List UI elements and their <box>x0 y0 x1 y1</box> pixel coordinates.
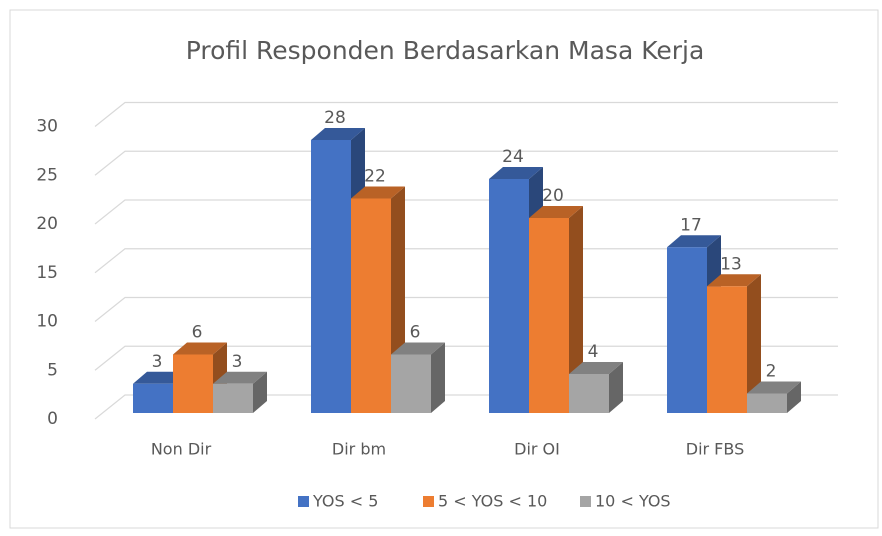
data-label: 20 <box>542 186 564 206</box>
chart-title: Profil Responden Berdasarkan Masa Kerja <box>186 36 705 65</box>
bar-top <box>173 342 227 355</box>
bar <box>213 371 267 413</box>
data-label: 6 <box>410 323 421 343</box>
bar-front <box>133 383 173 413</box>
legend-label: 5 < YOS < 10 <box>438 492 547 511</box>
bar-top <box>747 381 801 394</box>
data-label: 6 <box>192 323 203 343</box>
bar-top <box>707 274 761 287</box>
bar-front <box>569 374 609 413</box>
bar <box>569 362 623 413</box>
grid-line <box>94 199 838 225</box>
bar <box>747 381 801 413</box>
legend-swatch <box>580 496 591 507</box>
y-tick-label: 30 <box>36 117 58 137</box>
bar-top <box>489 167 543 179</box>
bar-side <box>569 206 583 413</box>
x-tick-label: Dir OI <box>514 440 560 459</box>
y-tick-label: 5 <box>47 360 58 380</box>
bar <box>391 342 445 413</box>
bar-top <box>667 235 721 248</box>
bar-top <box>529 206 583 218</box>
bar-front <box>529 218 569 413</box>
grid-line <box>94 101 838 127</box>
x-tick-label: Dir bm <box>332 440 386 459</box>
legend-label: YOS < 5 <box>312 492 378 511</box>
x-tick-label: Dir FBS <box>686 440 744 459</box>
grid-line <box>94 150 838 176</box>
bar-top <box>351 186 405 199</box>
y-tick-label: 10 <box>36 312 58 332</box>
grid-line <box>94 296 838 322</box>
bar-front <box>391 354 431 413</box>
bar-front <box>213 383 253 413</box>
bar <box>529 206 583 413</box>
x-tick-label: Non Dir <box>151 440 212 459</box>
bar-front <box>489 179 529 413</box>
y-tick-label: 0 <box>47 409 58 429</box>
y-tick-label: 25 <box>36 165 58 185</box>
data-label: 4 <box>588 342 599 362</box>
data-label: 3 <box>232 352 243 372</box>
data-label: 24 <box>502 147 524 167</box>
bar-front <box>311 140 351 413</box>
bar-top <box>213 371 267 384</box>
y-tick-label: 15 <box>36 263 58 283</box>
legend-label: 10 < YOS <box>595 492 671 511</box>
bar-top <box>569 362 623 374</box>
data-label: 13 <box>720 254 742 274</box>
chart-border <box>9 9 879 529</box>
data-label: 17 <box>680 215 702 235</box>
bar-side <box>431 342 445 413</box>
bar-top <box>311 128 365 140</box>
bar-front <box>667 247 707 413</box>
data-label: 2 <box>766 362 777 382</box>
data-label: 3 <box>152 352 163 372</box>
bar-side <box>253 371 267 413</box>
legend-swatch <box>298 496 309 507</box>
legend-swatch <box>423 496 434 507</box>
bar-front <box>351 198 391 413</box>
bar-front <box>747 393 787 413</box>
bar-side <box>609 362 623 413</box>
grid-line <box>94 345 838 371</box>
y-tick-label: 20 <box>36 214 58 234</box>
bar-front <box>707 286 747 413</box>
bar-top <box>391 342 445 355</box>
bar-side <box>787 381 801 413</box>
data-label: 22 <box>364 167 386 187</box>
bar-side <box>747 274 761 413</box>
bar <box>707 274 761 413</box>
grid-line <box>94 248 838 274</box>
data-label: 28 <box>324 108 346 128</box>
bar-front <box>173 354 213 413</box>
